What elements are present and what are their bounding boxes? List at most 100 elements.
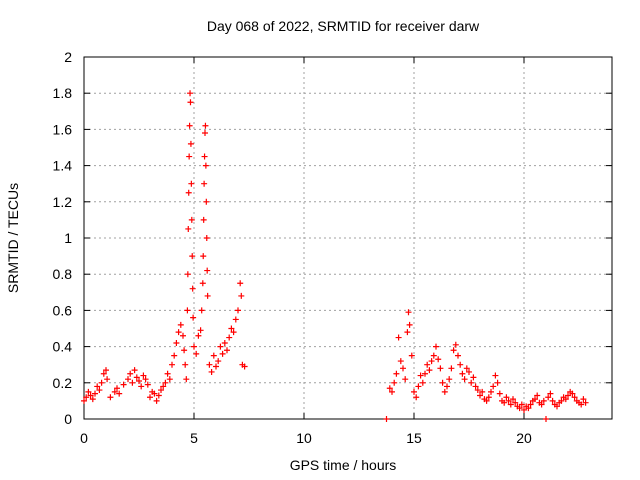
data-point: [103, 367, 109, 374]
data-point: [430, 352, 437, 359]
data-point: [162, 379, 169, 386]
data-point: [459, 370, 466, 377]
data-point: [199, 280, 206, 287]
data-point: [503, 394, 510, 401]
data-point: [203, 198, 210, 205]
data-point: [512, 399, 519, 406]
data-point: [527, 401, 534, 408]
data-point: [406, 321, 413, 328]
data-point: [138, 383, 145, 390]
data-point: [202, 122, 209, 129]
data-point: [187, 99, 194, 106]
data-point: [439, 379, 446, 386]
data-point: [111, 388, 118, 395]
data-point: [188, 180, 195, 187]
data-point: [422, 370, 428, 377]
data-point: [136, 377, 142, 384]
data-point: [177, 321, 184, 328]
data-point: [494, 379, 501, 386]
data-point: [547, 390, 554, 397]
data-point: [461, 376, 468, 383]
data-point: [189, 253, 196, 260]
data-point: [496, 390, 503, 397]
data-point: [501, 399, 508, 406]
data-point: [187, 90, 194, 97]
data-point: [450, 347, 457, 354]
data-point: [468, 379, 475, 386]
data-point: [426, 367, 433, 374]
data-point: [98, 379, 105, 386]
data-point: [417, 372, 424, 379]
data-point: [155, 392, 162, 399]
data-point: [424, 361, 431, 368]
data-points: [81, 90, 589, 422]
data-point: [83, 394, 90, 401]
data-point: [116, 390, 123, 397]
data-point: [173, 339, 180, 346]
data-point: [181, 347, 188, 354]
data-point: [397, 358, 404, 365]
y-tick-label: 1.2: [53, 194, 73, 210]
data-point: [474, 387, 481, 394]
data-point: [182, 361, 189, 368]
data-point: [466, 368, 472, 375]
data-point: [571, 394, 578, 401]
data-point: [488, 388, 494, 395]
data-point: [437, 365, 444, 372]
data-point: [180, 332, 186, 339]
data-point: [81, 397, 87, 404]
data-point: [472, 383, 479, 390]
data-point: [166, 376, 173, 383]
plot-frame: [83, 56, 613, 420]
y-tick-label: 2: [64, 49, 72, 65]
data-point: [131, 367, 138, 374]
data-point: [569, 390, 576, 397]
data-point: [213, 363, 219, 370]
data-point: [525, 405, 532, 412]
data-point: [405, 309, 412, 316]
data-point: [197, 327, 204, 334]
data-point: [202, 130, 208, 137]
data-point: [87, 392, 94, 399]
data-point: [490, 383, 497, 390]
data-point: [125, 376, 131, 383]
data-point: [518, 401, 525, 408]
data-point: [455, 352, 461, 359]
data-point: [549, 397, 556, 404]
data-point: [457, 361, 464, 368]
x-tick-label: 15: [406, 430, 422, 446]
data-point: [186, 153, 193, 160]
data-point: [516, 405, 523, 412]
data-point: [452, 341, 459, 348]
data-point: [232, 316, 239, 323]
data-point: [147, 394, 153, 401]
data-point: [235, 307, 241, 314]
data-point: [540, 397, 547, 404]
data-point: [538, 401, 545, 408]
data-point: [183, 376, 190, 383]
data-point: [532, 396, 538, 403]
data-point: [413, 394, 420, 401]
data-point: [120, 381, 127, 388]
data-point: [203, 235, 210, 241]
data-point: [221, 339, 228, 346]
data-point: [395, 334, 402, 341]
data-point: [92, 390, 98, 397]
data-point: [144, 381, 151, 388]
data-point: [415, 383, 422, 390]
data-point: [226, 334, 233, 341]
data-point: [545, 394, 552, 401]
data-point: [187, 140, 194, 147]
data-point: [85, 388, 92, 395]
data-point: [534, 392, 541, 399]
data-point: [565, 392, 571, 399]
data-point: [433, 343, 439, 350]
data-point: [185, 225, 192, 232]
data-point: [195, 332, 202, 339]
y-tick-label: 1.6: [53, 121, 73, 137]
data-point: [89, 396, 96, 403]
data-point: [402, 376, 409, 383]
data-point: [202, 162, 209, 169]
data-point: [428, 358, 435, 365]
data-point: [510, 396, 516, 403]
